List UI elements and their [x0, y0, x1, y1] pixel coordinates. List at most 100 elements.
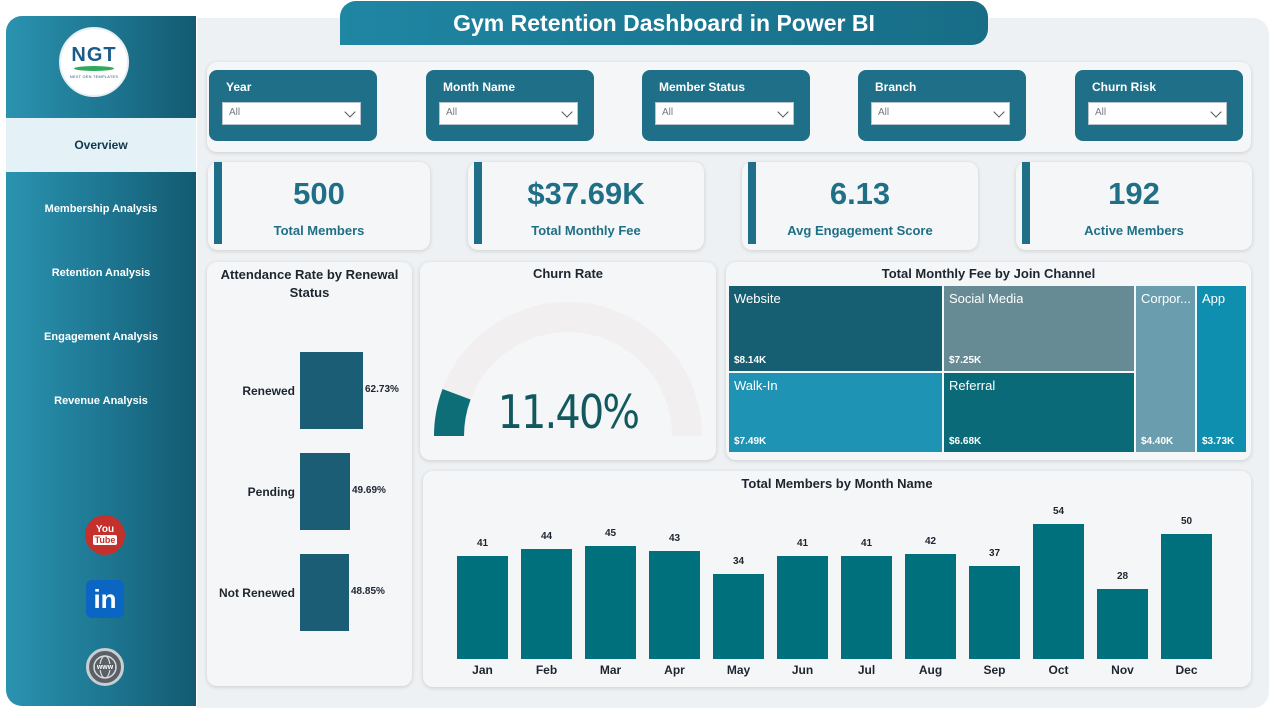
chevron-down-icon	[344, 106, 356, 118]
youtube-tube-text: Tube	[92, 535, 118, 545]
nav-item-revenue-analysis[interactable]: Revenue Analysis	[54, 395, 148, 407]
slicer-branch[interactable]: Branch All	[858, 70, 1026, 141]
kpi-label: Active Members	[1084, 223, 1184, 238]
month-data-label: 44	[540, 531, 553, 542]
attendance-panel: Attendance Rate by Renewal Status Renewe…	[207, 262, 412, 686]
nav-item-overview[interactable]: Overview	[6, 118, 196, 172]
kpi-accent	[748, 162, 756, 244]
nav-item-membership-analysis[interactable]: Membership Analysis	[44, 203, 158, 215]
treemap-tile-name: Social Media	[949, 291, 1024, 306]
slicer-month-name[interactable]: Month Name All	[426, 70, 594, 141]
kpi-total-monthly-fee: $37.69K Total Monthly Fee	[468, 162, 704, 250]
month-name-dropdown[interactable]: All	[439, 102, 578, 125]
month-tick-label: Mar	[599, 663, 622, 677]
kpi-total-members: 500 Total Members	[208, 162, 430, 250]
treemap-tile-walk-in[interactable]: Walk-In $7.49K	[729, 373, 942, 452]
nav-item-engagement-analysis[interactable]: Engagement Analysis	[44, 331, 158, 343]
attendance-bar[interactable]	[300, 554, 349, 631]
youtube-you-text: You	[95, 524, 115, 535]
month-tick-label: Dec	[1175, 663, 1198, 677]
month-bar[interactable]	[713, 574, 764, 659]
slicer-label: Month Name	[443, 80, 515, 94]
treemap-tile-name: Corpor...	[1141, 291, 1191, 306]
month-bar[interactable]	[969, 566, 1020, 659]
globe-icon	[93, 655, 117, 679]
treemap-tile-website[interactable]: Website $8.14K	[729, 286, 942, 371]
treemap-tile-name: App	[1202, 291, 1226, 306]
month-tick-label: Feb	[535, 663, 558, 677]
month-data-label: 41	[860, 538, 873, 549]
slicer-churn-risk[interactable]: Churn Risk All	[1075, 70, 1243, 141]
month-bar[interactable]	[1161, 534, 1212, 659]
month-tick-label: Apr	[664, 663, 685, 677]
dropdown-value: All	[229, 107, 241, 118]
month-data-label: 34	[732, 556, 745, 567]
dropdown-value: All	[878, 107, 890, 118]
month-bar[interactable]	[521, 549, 572, 659]
attendance-bar[interactable]	[300, 453, 350, 530]
attendance-category-label: Pending	[247, 485, 295, 499]
treemap-tile-corporate[interactable]: Corpor... $4.40K	[1136, 286, 1195, 452]
chevron-down-icon	[1210, 106, 1222, 118]
treemap-tile-referral[interactable]: Referral $6.68K	[944, 373, 1134, 452]
month-data-label: 50	[1180, 516, 1193, 527]
month-data-label: 43	[668, 533, 681, 544]
slicer-year[interactable]: Year All	[209, 70, 377, 141]
month-bar[interactable]	[457, 556, 508, 659]
slicer-member-status[interactable]: Member Status All	[642, 70, 810, 141]
youtube-icon[interactable]: You Tube	[85, 515, 125, 555]
member-status-dropdown[interactable]: All	[655, 102, 794, 125]
month-data-label: 54	[1052, 506, 1065, 517]
month-tick-label: Jul	[857, 663, 876, 677]
monthly-panel: Total Members by Month Name 41 Jan 44 Feb 45…	[423, 471, 1251, 687]
chevron-down-icon	[993, 106, 1005, 118]
slicer-label: Branch	[875, 80, 917, 94]
kpi-value: $37.69K	[527, 176, 645, 211]
gauge-fill[interactable]	[434, 389, 471, 436]
treemap-tile-value: $7.49K	[734, 436, 767, 447]
month-bar[interactable]	[841, 556, 892, 659]
month-bar[interactable]	[905, 554, 956, 659]
kpi-avg-engagement-score: 6.13 Avg Engagement Score	[742, 162, 978, 250]
month-bar[interactable]	[585, 546, 636, 659]
churn-value: 11.40%	[497, 385, 640, 439]
treemap-tile-value: $3.73K	[1202, 436, 1235, 447]
attendance-data-label: 48.85%	[351, 586, 385, 597]
chevron-down-icon	[777, 106, 789, 118]
month-data-label: 45	[604, 528, 617, 539]
kpi-accent	[474, 162, 482, 244]
churn-risk-dropdown[interactable]: All	[1088, 102, 1227, 125]
slicer-label: Churn Risk	[1092, 80, 1157, 94]
slicer-label: Member Status	[659, 80, 746, 94]
linkedin-icon[interactable]: in	[86, 580, 124, 618]
month-data-label: 37	[988, 548, 1001, 559]
year-dropdown[interactable]: All	[222, 102, 361, 125]
slicer-label: Year	[226, 80, 252, 94]
month-data-label: 42	[924, 536, 937, 547]
treemap-tile-value: $8.14K	[734, 355, 767, 366]
churn-panel: Churn Rate 11.40%	[420, 262, 716, 460]
treemap-tile-social-media[interactable]: Social Media $7.25K	[944, 286, 1134, 371]
month-bar[interactable]	[1097, 589, 1148, 659]
kpi-label: Avg Engagement Score	[787, 223, 933, 238]
kpi-label: Total Monthly Fee	[531, 223, 641, 238]
attendance-bar[interactable]	[300, 352, 363, 429]
month-bar[interactable]	[777, 556, 828, 659]
nav-item-retention-analysis[interactable]: Retention Analysis	[51, 267, 151, 279]
gauge-track	[434, 302, 702, 436]
branch-dropdown[interactable]: All	[871, 102, 1010, 125]
treemap-tile-app[interactable]: App $3.73K	[1197, 286, 1246, 452]
treemap-title: Total Monthly Fee by Join Channel	[881, 266, 1096, 281]
attendance-data-label: 62.73%	[365, 384, 399, 395]
month-data-label: 41	[796, 538, 809, 549]
treemap-tile-value: $7.25K	[949, 355, 982, 366]
website-icon[interactable]: www	[86, 648, 124, 686]
month-bar[interactable]	[1033, 524, 1084, 659]
kpi-active-members: 192 Active Members	[1016, 162, 1252, 250]
treemap-panel: Total Monthly Fee by Join Channel Websit…	[726, 262, 1251, 460]
month-bar[interactable]	[649, 551, 700, 659]
website-icon-text: www	[96, 663, 114, 671]
kpi-value: 500	[293, 176, 345, 211]
logo-tagline: NEXT GEN TEMPLATES	[69, 74, 119, 79]
attendance-title: Attendance Rate by Renewal Status	[220, 267, 399, 300]
